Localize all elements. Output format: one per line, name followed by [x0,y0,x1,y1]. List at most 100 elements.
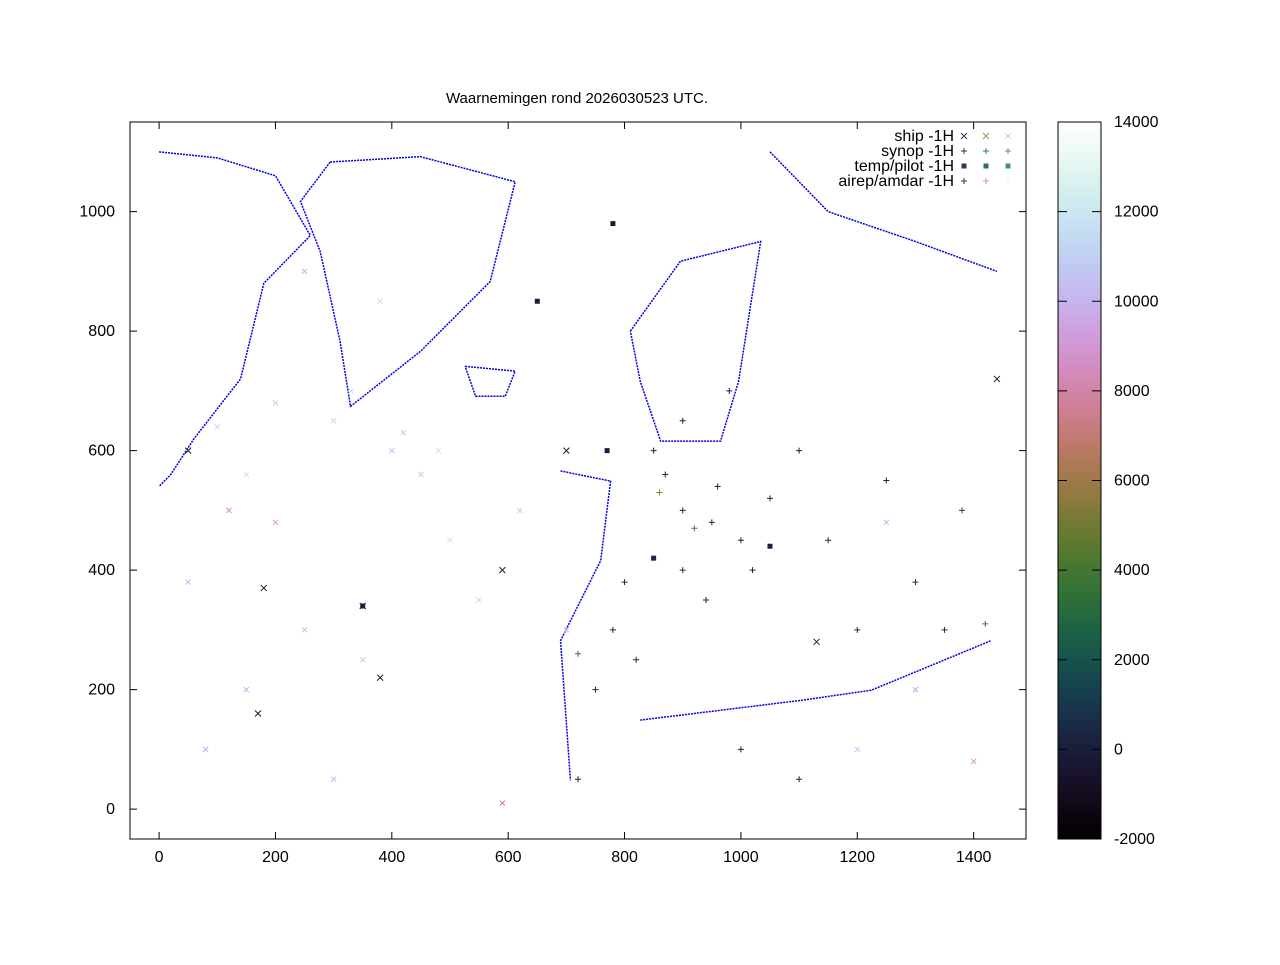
x-tick-label: 800 [611,849,638,866]
airep-point [348,388,354,394]
airep-point [435,447,442,454]
synop-point [912,579,919,586]
temp-pilot-point [360,603,366,609]
legend-label: ship -1H [894,128,954,145]
synop-point [825,537,832,544]
airep-point [185,579,192,585]
legend-plus-icon [983,178,989,184]
synop-point [982,620,989,627]
airep-point [202,746,209,753]
airep-point [301,268,308,275]
ship-point [563,447,570,454]
coastline [464,365,517,398]
airep-point [516,507,523,514]
legend-cross-icon [982,132,990,140]
legend-square-icon [1005,163,1011,169]
y-tick-label: 200 [88,682,115,699]
airep-point [476,597,482,603]
x-tick-label: 400 [378,849,405,866]
legend-plus-icon [961,178,967,184]
y-tick-label: 0 [106,801,115,818]
x-tick-label: 0 [155,849,164,866]
synop-point [708,519,715,526]
synop-point [650,447,657,454]
temp-pilot-point [604,448,610,454]
airep-point [226,507,232,514]
airep-point [854,746,861,753]
airep-point [301,627,308,633]
synop-point [941,626,948,633]
legend-square-icon [983,163,989,169]
airep-point [330,417,337,424]
colorbar-tick-label: 14000 [1114,114,1159,131]
coastline [640,639,992,721]
synop-point [959,507,965,514]
airep-point [447,537,453,544]
legend-label: synop -1H [881,143,954,160]
synop-point [796,447,803,454]
airep-point [359,656,366,663]
coastline [299,155,517,408]
synop-point [883,477,890,484]
colorbar-tick-label: 6000 [1114,473,1150,490]
plot-frame [129,121,1027,840]
x-tick-label: 1200 [839,849,875,866]
airep-point [272,399,279,406]
synop-point [679,507,686,514]
synop-point [854,626,861,633]
x-tick-label: 1400 [956,849,992,866]
y-tick-label: 600 [88,443,115,460]
legend-square-icon [961,163,967,169]
airep-point [388,447,395,454]
synop-point [662,471,669,478]
chart-title: Waarnemingen rond 2026030523 UTC. [446,90,708,107]
ship-point [376,674,384,682]
colorbar-tick-label: 8000 [1114,383,1150,400]
colorbar-tick-label: 2000 [1114,652,1150,669]
airep-point [243,471,250,478]
synop-point [726,387,733,394]
coastline [559,470,612,781]
airep-point [563,627,570,633]
coastlines [158,151,998,781]
synop-point [656,489,663,496]
legend-cross-icon [1004,132,1012,140]
coastline [769,151,998,273]
temp-pilot-point [651,555,657,561]
ship-point [254,710,262,717]
synop-point [575,776,581,783]
legend-label: airep/amdar -1H [838,173,954,190]
airep-point [400,429,407,436]
synop-point [691,525,698,532]
temp-pilot-point [610,221,616,227]
ship-point [813,638,820,646]
airep-point [330,776,337,783]
airep-point [214,423,221,430]
colorbar-axis: -2000 0 2000 4000 6000 8000 10000 12000 14000 [1058,114,1159,848]
legend-plus-icon [1005,178,1011,184]
colorbar-tick-label: 10000 [1114,293,1159,310]
colorbar-tick-label: 12000 [1114,204,1159,221]
ship-point [184,447,192,454]
synop-point [633,656,640,663]
airep-point [883,519,890,526]
coastline [158,151,312,487]
synop-point [679,567,686,574]
y-axis: 0 200 400 600 800 1000 [79,204,1026,818]
y-tick-label: 400 [88,562,115,579]
legend-plus-icon [1005,148,1011,154]
legend-plus-icon [983,148,989,154]
synop-point [714,483,721,490]
colorbar-tick-label: -2000 [1114,831,1155,848]
x-tick-label: 600 [495,849,522,866]
airep-point [377,298,384,305]
synop-point [679,417,686,424]
colorbar-tick-label: 0 [1114,741,1123,758]
synop-point [592,686,599,693]
synop-point [621,579,628,586]
synop-point [703,597,709,603]
ship-point [993,375,1001,383]
synop-point [737,746,744,753]
